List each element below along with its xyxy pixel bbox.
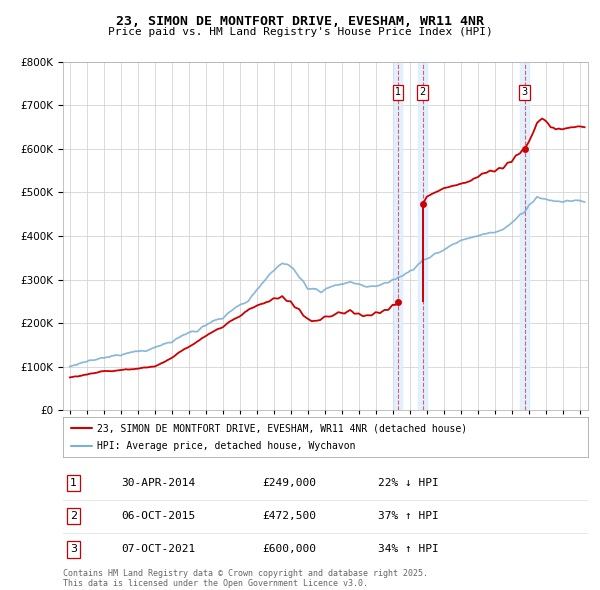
Text: 1: 1: [70, 478, 77, 488]
Text: 23, SIMON DE MONTFORT DRIVE, EVESHAM, WR11 4NR (detached house): 23, SIMON DE MONTFORT DRIVE, EVESHAM, WR…: [97, 424, 467, 434]
Text: 3: 3: [70, 545, 77, 555]
Text: Contains HM Land Registry data © Crown copyright and database right 2025.
This d: Contains HM Land Registry data © Crown c…: [63, 569, 428, 588]
Text: 30-APR-2014: 30-APR-2014: [121, 478, 195, 488]
Text: 23, SIMON DE MONTFORT DRIVE, EVESHAM, WR11 4NR: 23, SIMON DE MONTFORT DRIVE, EVESHAM, WR…: [116, 15, 484, 28]
Text: 07-OCT-2021: 07-OCT-2021: [121, 545, 195, 555]
Text: £472,500: £472,500: [263, 512, 317, 522]
Text: Price paid vs. HM Land Registry's House Price Index (HPI): Price paid vs. HM Land Registry's House …: [107, 27, 493, 37]
Bar: [520, 62, 529, 410]
Text: 34% ↑ HPI: 34% ↑ HPI: [378, 545, 439, 555]
Text: 37% ↑ HPI: 37% ↑ HPI: [378, 512, 439, 522]
Text: £600,000: £600,000: [263, 545, 317, 555]
Text: HPI: Average price, detached house, Wychavon: HPI: Average price, detached house, Wych…: [97, 441, 356, 451]
Text: 2: 2: [70, 512, 77, 522]
Text: 06-OCT-2015: 06-OCT-2015: [121, 512, 195, 522]
Bar: [418, 62, 427, 410]
Text: 1: 1: [395, 87, 401, 97]
Text: 22% ↓ HPI: 22% ↓ HPI: [378, 478, 439, 488]
Text: 2: 2: [419, 87, 425, 97]
Bar: [394, 62, 403, 410]
Text: 3: 3: [521, 87, 527, 97]
Text: £249,000: £249,000: [263, 478, 317, 488]
